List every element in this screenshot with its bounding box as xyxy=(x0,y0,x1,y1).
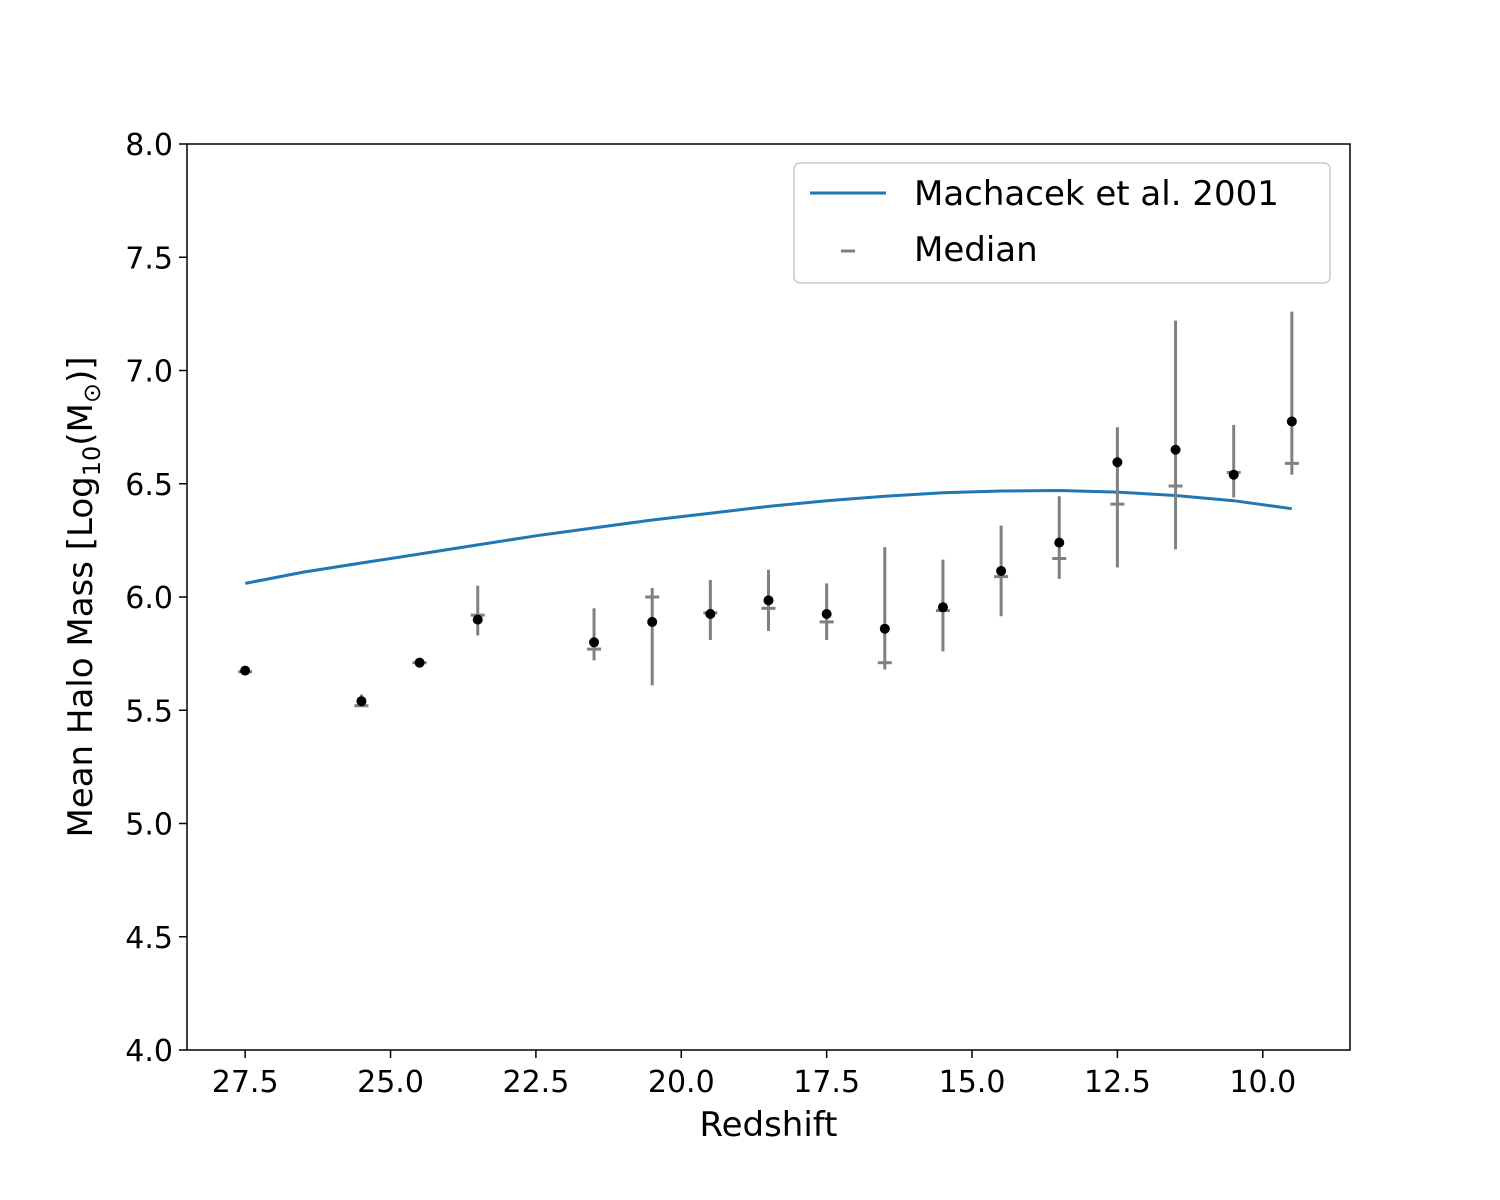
y-tick-label: 8.0 xyxy=(125,128,173,163)
mean-point xyxy=(1112,457,1123,468)
legend-entry-median: Median xyxy=(914,230,1038,270)
legend-entry-machacek: Machacek et al. 2001 xyxy=(914,174,1279,214)
x-tick-label: 20.0 xyxy=(648,1065,715,1100)
x-axis-label: Redshift xyxy=(699,1105,837,1145)
y-axis-label-close: )] xyxy=(61,356,101,383)
mean-point xyxy=(937,602,948,613)
x-tick-label: 15.0 xyxy=(939,1065,1006,1100)
y-axis-label-sun-symbol: ⊙ xyxy=(78,383,106,403)
y-tick-label: 6.5 xyxy=(125,468,173,503)
mean-point xyxy=(472,614,483,625)
x-tick-label: 25.0 xyxy=(357,1065,424,1100)
mean-point xyxy=(414,657,425,668)
y-tick-label: 6.0 xyxy=(125,581,173,616)
mean-point xyxy=(589,637,600,648)
mean-point xyxy=(821,608,832,619)
y-tick-label: 5.0 xyxy=(125,808,173,843)
x-tick-label: 12.5 xyxy=(1084,1065,1151,1100)
mean-point xyxy=(1228,469,1239,480)
y-axis-label-subscript: 10 xyxy=(78,446,106,477)
mean-point xyxy=(996,565,1007,576)
mean-point xyxy=(1286,416,1297,427)
legend-box xyxy=(793,162,1331,284)
x-tick-label: 10.0 xyxy=(1229,1065,1296,1100)
plot-area xyxy=(238,311,1299,708)
x-tick-label: 22.5 xyxy=(503,1065,570,1100)
mean-point xyxy=(647,616,658,627)
axis-ticks: 27.5 25.0 22.5 20.0 17.5 15.0 12.5 10.0 4.0 4.5 5.… xyxy=(125,128,1296,1100)
y-axis-label: Mean Halo Mass [Log10(M⊙)] xyxy=(61,356,106,837)
y-tick-label: 7.0 xyxy=(125,355,173,390)
x-tick-label: 17.5 xyxy=(793,1065,860,1100)
legend: Machacek et al. 2001 Median xyxy=(793,162,1331,284)
y-tick-label: 4.0 xyxy=(125,1034,173,1069)
mean-point xyxy=(240,665,251,676)
mean-point xyxy=(705,608,716,619)
x-tick-label: 27.5 xyxy=(212,1065,279,1100)
y-tick-label: 4.5 xyxy=(125,921,173,956)
mean-point xyxy=(763,595,774,606)
mean-point xyxy=(879,623,890,634)
mean-point xyxy=(356,696,367,707)
y-axis-label-tail: (M xyxy=(61,403,101,446)
y-axis-label-main: Mean Halo Mass [Log xyxy=(61,476,101,837)
mean-point xyxy=(1054,537,1065,548)
mean-point xyxy=(1170,444,1181,455)
y-tick-label: 5.5 xyxy=(125,694,173,729)
y-tick-label: 7.5 xyxy=(125,241,173,276)
